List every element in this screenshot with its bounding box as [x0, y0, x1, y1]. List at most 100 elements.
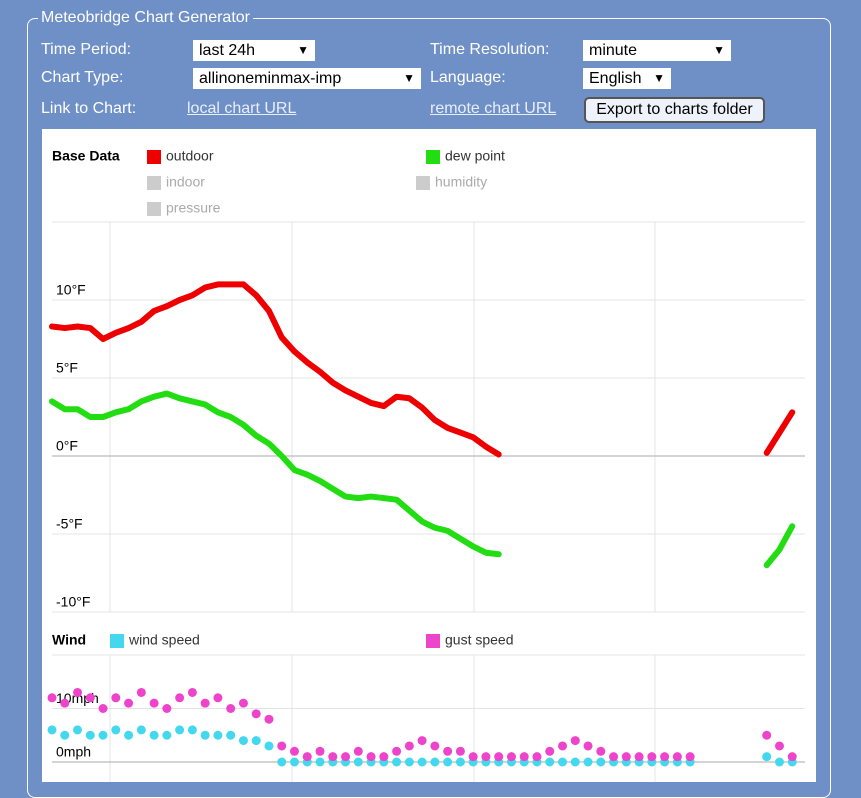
point — [621, 752, 631, 762]
point — [213, 730, 223, 740]
select[interactable]: allinoneminmax-imp — [193, 68, 421, 89]
chart-title: Wind — [52, 632, 86, 648]
point — [558, 757, 568, 767]
select[interactable]: last 24h — [193, 40, 315, 61]
point — [443, 746, 453, 756]
point — [660, 752, 670, 762]
point — [162, 730, 172, 740]
chart-panel: Base Data -10°F -5°F 0°F 5°F 10°F outdoor dew p… — [42, 129, 816, 782]
point — [404, 757, 414, 767]
point — [774, 757, 784, 767]
point — [392, 757, 402, 767]
point — [124, 698, 134, 708]
point — [238, 698, 248, 708]
legend-label: wind speed — [128, 632, 200, 648]
point — [570, 736, 580, 746]
point — [353, 757, 363, 767]
point — [762, 752, 772, 762]
legend-swatch — [426, 150, 440, 164]
point — [532, 752, 542, 762]
point — [200, 730, 210, 740]
point — [341, 752, 351, 762]
point — [634, 752, 644, 762]
y-tick-label: -5°F — [56, 516, 83, 532]
point — [124, 730, 134, 740]
point — [481, 752, 491, 762]
point — [774, 741, 784, 751]
legend-label-hidden: humidity — [435, 174, 487, 190]
point — [111, 725, 121, 735]
point — [609, 752, 619, 762]
point — [583, 741, 593, 751]
point — [111, 693, 121, 703]
point — [430, 741, 440, 751]
point — [60, 698, 70, 708]
label: Link to Chart: — [41, 100, 137, 117]
point — [162, 704, 172, 713]
link[interactable]: local chart URL — [187, 100, 297, 117]
legend-label: gust speed — [445, 632, 514, 648]
point — [264, 741, 274, 751]
point — [596, 746, 606, 756]
point — [455, 746, 465, 756]
point — [264, 714, 274, 724]
point — [596, 757, 606, 767]
legend-swatch-hidden — [147, 176, 161, 190]
label: Language: — [430, 69, 506, 86]
legend-swatch-hidden — [147, 202, 161, 216]
link[interactable]: remote chart URL — [430, 100, 557, 117]
point — [468, 752, 478, 762]
fieldset-legend: Meteobridge Chart Generator — [38, 9, 253, 27]
point — [379, 752, 389, 762]
point — [226, 730, 236, 740]
point — [251, 709, 261, 719]
point — [762, 730, 772, 740]
select[interactable]: English — [583, 68, 671, 89]
point — [545, 746, 555, 756]
export-button[interactable]: Export to charts folder — [584, 97, 765, 123]
point — [200, 698, 210, 708]
point — [226, 704, 236, 713]
select[interactable]: minute — [583, 40, 731, 61]
series-line — [763, 409, 796, 456]
point — [647, 752, 657, 762]
point — [289, 746, 299, 756]
point — [136, 687, 146, 697]
point — [494, 752, 504, 762]
point — [136, 725, 146, 735]
legend-label-hidden: indoor — [166, 174, 205, 190]
y-tick-label: 5°F — [56, 360, 78, 376]
point — [149, 730, 159, 740]
point — [238, 736, 248, 746]
point — [289, 757, 299, 767]
point — [277, 757, 287, 767]
point — [506, 752, 516, 762]
point — [175, 693, 185, 703]
point — [787, 752, 797, 762]
y-tick-label: 0°F — [56, 438, 78, 454]
series-line — [49, 390, 502, 558]
point — [60, 730, 70, 740]
chart-title: Base Data — [52, 148, 120, 164]
point — [73, 725, 83, 735]
point — [672, 752, 682, 762]
point — [85, 693, 95, 703]
point — [519, 752, 529, 762]
point — [545, 757, 555, 767]
point — [98, 704, 108, 713]
point — [149, 698, 159, 708]
point — [583, 757, 593, 767]
point — [213, 693, 223, 703]
legend-swatch — [426, 634, 440, 648]
point — [47, 725, 57, 735]
point — [328, 752, 338, 762]
point — [175, 725, 185, 735]
point — [315, 746, 325, 756]
legend-swatch — [147, 150, 161, 164]
point — [353, 746, 363, 756]
point — [558, 741, 568, 751]
point — [302, 752, 312, 762]
point — [392, 746, 402, 756]
point — [443, 757, 453, 767]
point — [430, 757, 440, 767]
